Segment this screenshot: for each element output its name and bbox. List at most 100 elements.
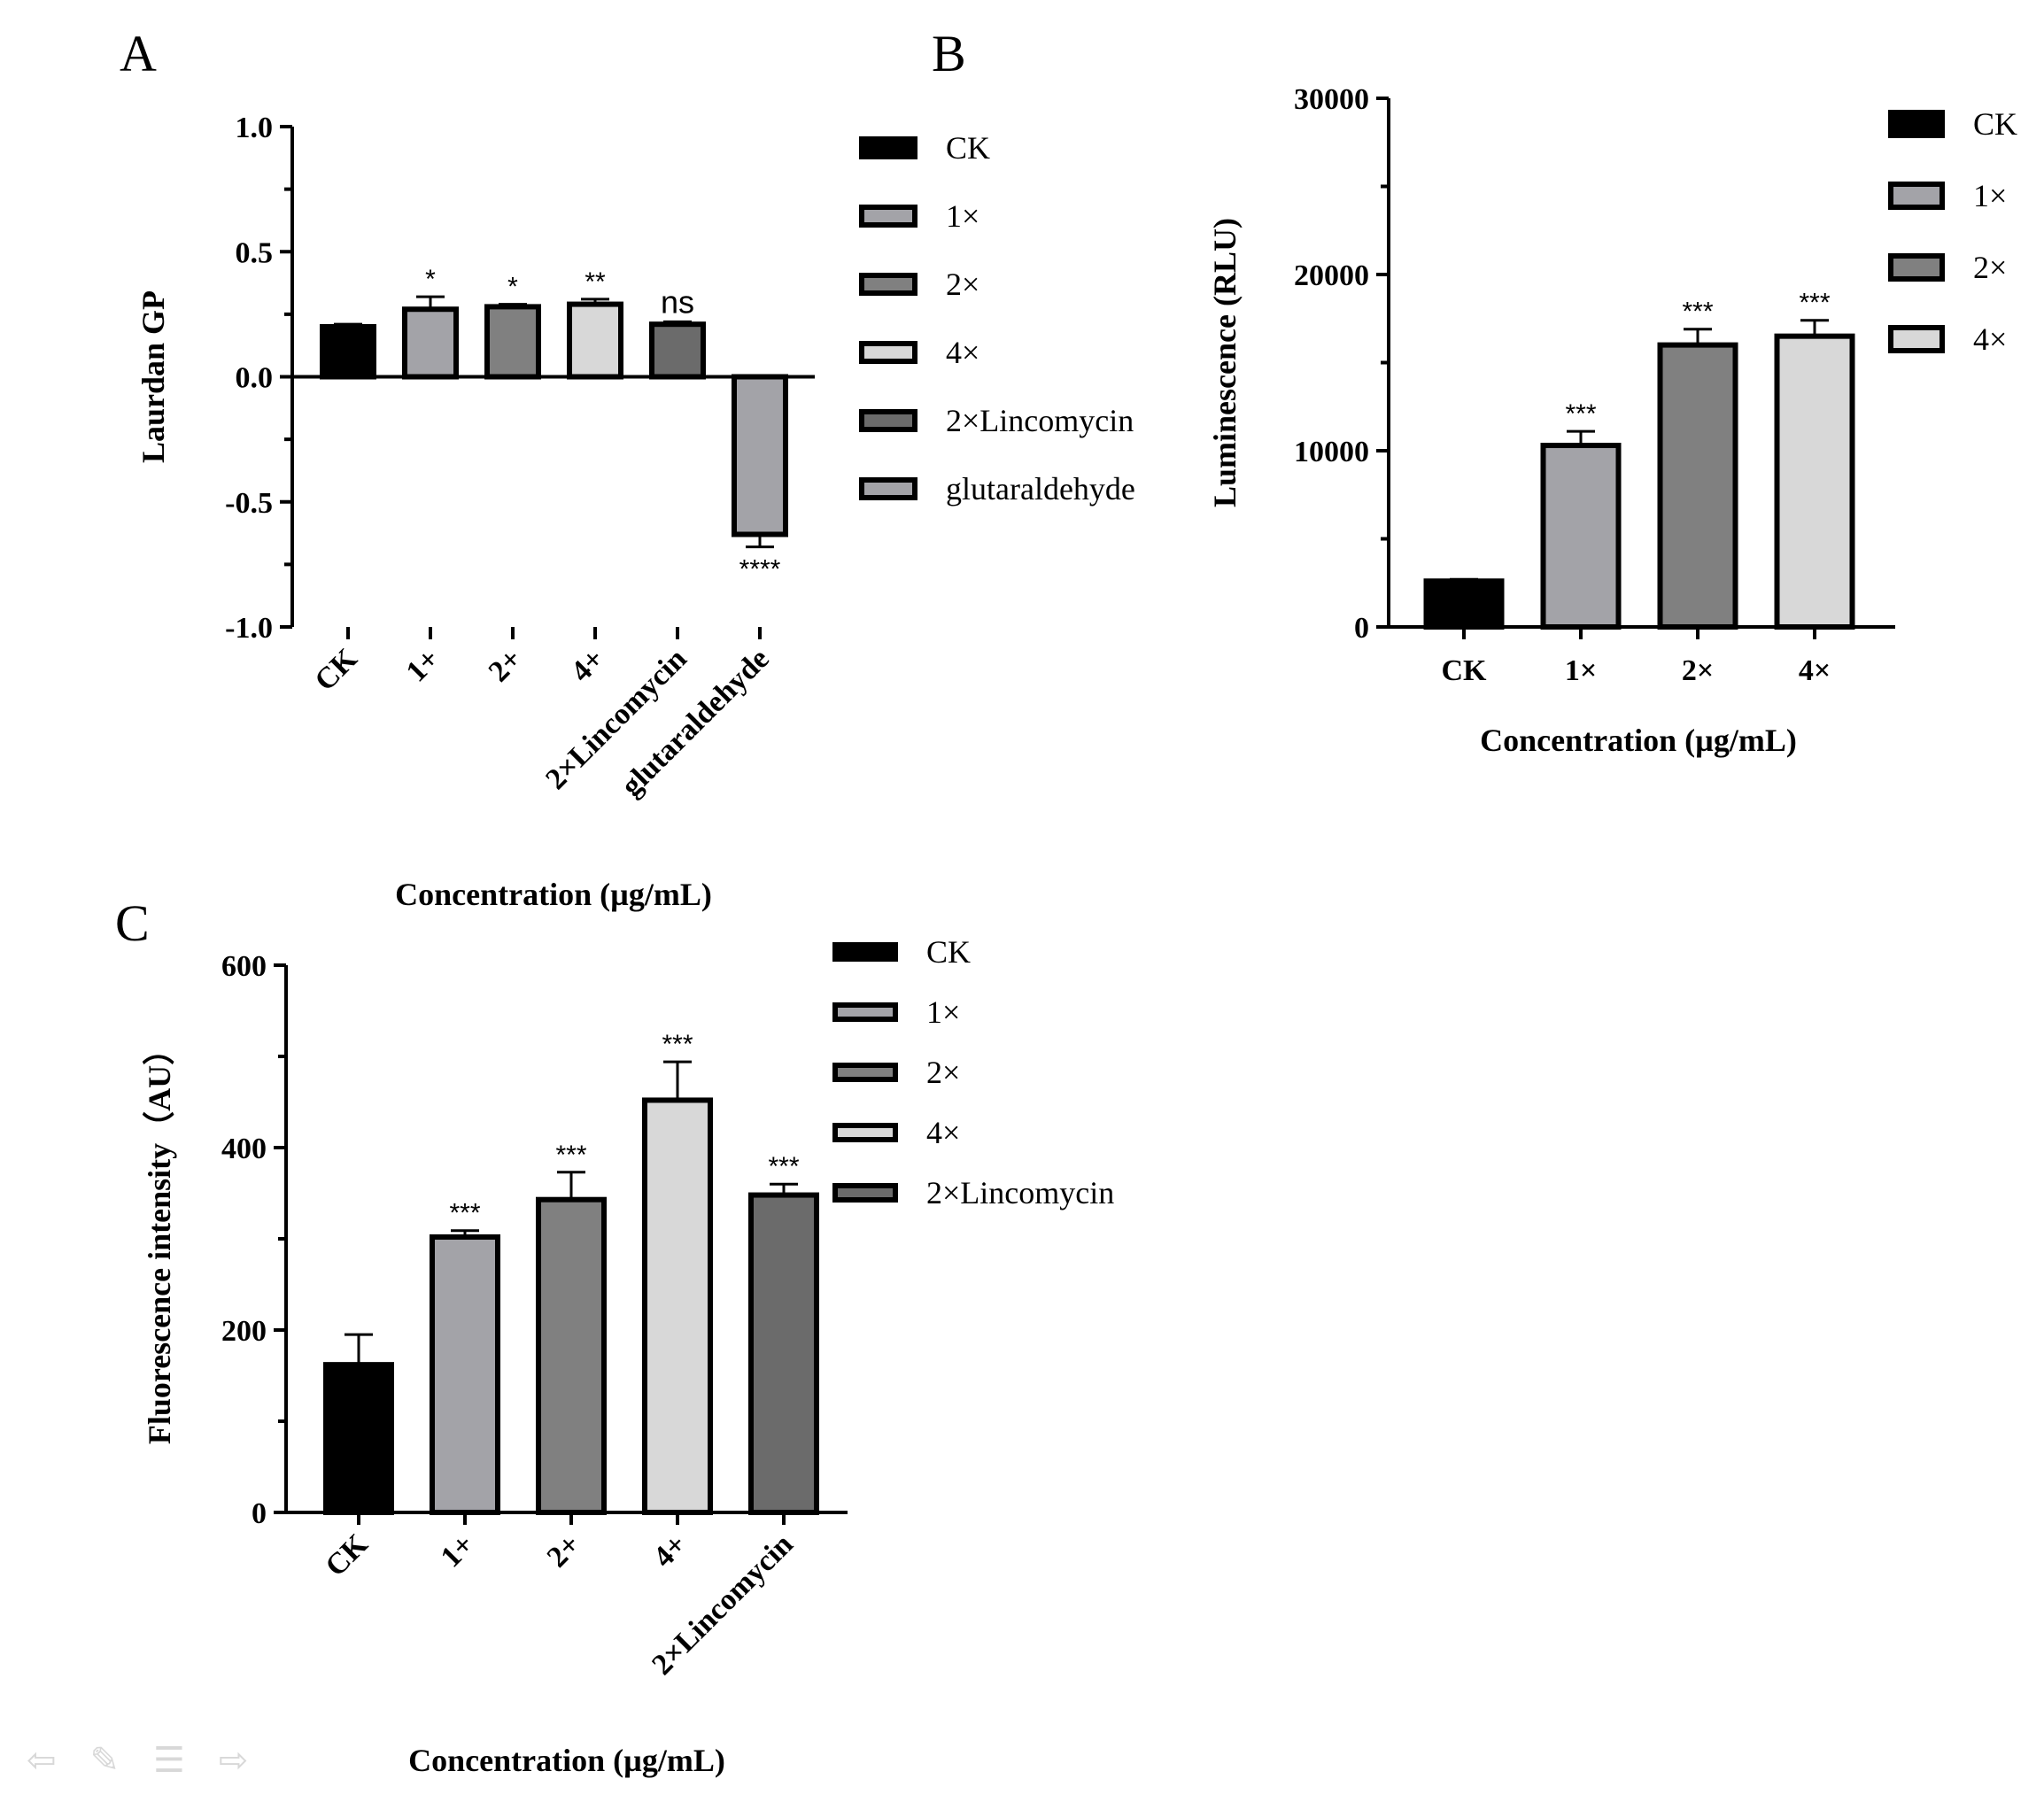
legend-swatch	[1888, 325, 1945, 353]
significance-label: ***	[449, 1199, 480, 1228]
bar-4	[642, 1097, 713, 1515]
y-tick-label: 30000	[1294, 83, 1369, 116]
legend-swatch	[832, 1183, 898, 1203]
panel-letter-a: A	[120, 25, 157, 82]
y-tick-label: 1.0	[236, 112, 274, 144]
legend-swatch	[832, 1002, 898, 1022]
arrow-right-icon[interactable]: ⇨	[218, 1740, 249, 1781]
category-label: 1+	[400, 642, 446, 688]
category-label: CK	[1442, 654, 1488, 687]
y-tick-label: 20000	[1294, 259, 1369, 292]
bar-3	[536, 1196, 607, 1515]
chart-b: 30000 20000 10000 0 CK *** 1× *** 2× *** 4× Lumines…	[1207, 83, 2017, 758]
significance-label: *	[507, 273, 518, 302]
menu-icon[interactable]: ☰	[153, 1740, 185, 1781]
bar-3	[1657, 342, 1738, 630]
legend-swatch	[1888, 110, 1945, 138]
category-label: 1×	[1565, 654, 1597, 687]
legend-label: glutaraldehyde	[946, 471, 1135, 507]
x-axis-title: Concentration (µg/mL)	[408, 1743, 725, 1778]
y-tick-label: 0.5	[236, 236, 274, 269]
bar-1	[320, 324, 376, 380]
significance-label: ***	[1682, 298, 1713, 327]
arrow-left-icon[interactable]: ⇦	[27, 1740, 57, 1781]
bar-4	[567, 301, 623, 380]
category-label: 2+	[483, 642, 529, 688]
legend-label: CK	[926, 934, 971, 970]
legend-label: 2×	[1973, 250, 2007, 285]
legend-swatch	[832, 1063, 898, 1082]
significance-label: ***	[662, 1030, 693, 1059]
category-label: 2×	[1682, 654, 1714, 687]
y-axis-title: Fluorescence intensity（AU）	[142, 1033, 177, 1444]
panel-letter-b: B	[932, 25, 966, 82]
y-axis-title: Laurdan GP	[135, 290, 171, 463]
bar-4	[1774, 333, 1855, 630]
bar-1	[1423, 578, 1505, 630]
chart-a: 1.0 0.5 0.0 -0.5 -1.0 CK * 1+ * 2+ ** 4+ ns 2×Lincomy…	[135, 112, 1135, 912]
legend-label: 4×	[926, 1115, 960, 1150]
category-label: 2+	[541, 1527, 587, 1574]
significance-label: *	[425, 265, 436, 294]
bar-2	[430, 1234, 500, 1515]
category-label: 4×	[1799, 654, 1831, 687]
y-tick-label: 400	[221, 1133, 267, 1165]
pen-icon[interactable]: ✎	[89, 1740, 120, 1781]
legend-label: 1×	[1973, 178, 2007, 213]
bar-5	[649, 321, 706, 380]
legend-label: 2×	[946, 267, 979, 302]
significance-label: ***	[768, 1152, 799, 1181]
x-axis-title: Concentration (µg/mL)	[1480, 723, 1797, 758]
slide-nav: ⇦ ✎ ☰ ⇨	[27, 1740, 248, 1781]
bar-6	[732, 374, 788, 538]
bar-1	[323, 1362, 394, 1516]
significance-label: ns	[661, 283, 694, 320]
x-axis-title: Concentration (µg/mL)	[395, 877, 712, 912]
bar-2	[1540, 443, 1622, 630]
bar-3	[484, 304, 541, 380]
legend-swatch	[859, 136, 917, 159]
y-tick-label: 0.0	[236, 362, 274, 395]
panel-letter-c: C	[115, 894, 150, 952]
legend-swatch	[1888, 182, 1945, 210]
legend-label: CK	[1973, 106, 2017, 142]
legend-swatch	[859, 409, 917, 432]
bar-2	[402, 306, 459, 380]
legend-swatch	[832, 942, 898, 962]
category-label: glutaraldehyde	[616, 642, 776, 802]
significance-label: **	[585, 267, 606, 297]
legend-label: 4×	[1973, 321, 2007, 357]
y-tick-label: -0.5	[225, 487, 273, 520]
legend-label: 2×Lincomycin	[926, 1175, 1114, 1210]
y-tick-label: 0	[252, 1497, 267, 1530]
legend-label: 2×	[926, 1055, 960, 1090]
legend-label: CK	[946, 130, 990, 166]
category-label: 2×Lincomycin	[539, 642, 693, 795]
legend-swatch	[859, 477, 917, 500]
y-tick-label: 200	[221, 1315, 267, 1348]
legend-label: 1×	[946, 198, 979, 234]
significance-label: ***	[1799, 289, 1830, 318]
legend-swatch	[832, 1123, 898, 1142]
legend-swatch	[859, 273, 917, 296]
y-tick-label: 0	[1354, 612, 1369, 645]
y-tick-label: 10000	[1294, 436, 1369, 468]
legend-swatch	[1888, 253, 1945, 282]
chart-c: 600 400 200 0 CK *** 1+ *** 2+ *** 4+ *** 2×Lincomyc…	[142, 934, 1114, 1778]
legend-label: 4×	[946, 335, 979, 370]
category-label: 1+	[435, 1527, 481, 1574]
legend-swatch	[859, 341, 917, 364]
significance-label: ***	[1565, 399, 1596, 429]
significance-label: ****	[739, 555, 781, 584]
significance-label: ***	[555, 1141, 586, 1170]
y-axis-title: Luminescence (RLU)	[1207, 218, 1243, 507]
legend-label: 2×Lincomycin	[946, 403, 1134, 438]
category-label: 4+	[647, 1527, 693, 1574]
category-label: 4+	[565, 642, 611, 688]
bar-5	[748, 1192, 819, 1516]
legend-label: 1×	[926, 994, 960, 1030]
y-tick-label: 600	[221, 950, 267, 983]
category-label: CK	[319, 1527, 375, 1583]
legend-swatch	[859, 205, 917, 228]
